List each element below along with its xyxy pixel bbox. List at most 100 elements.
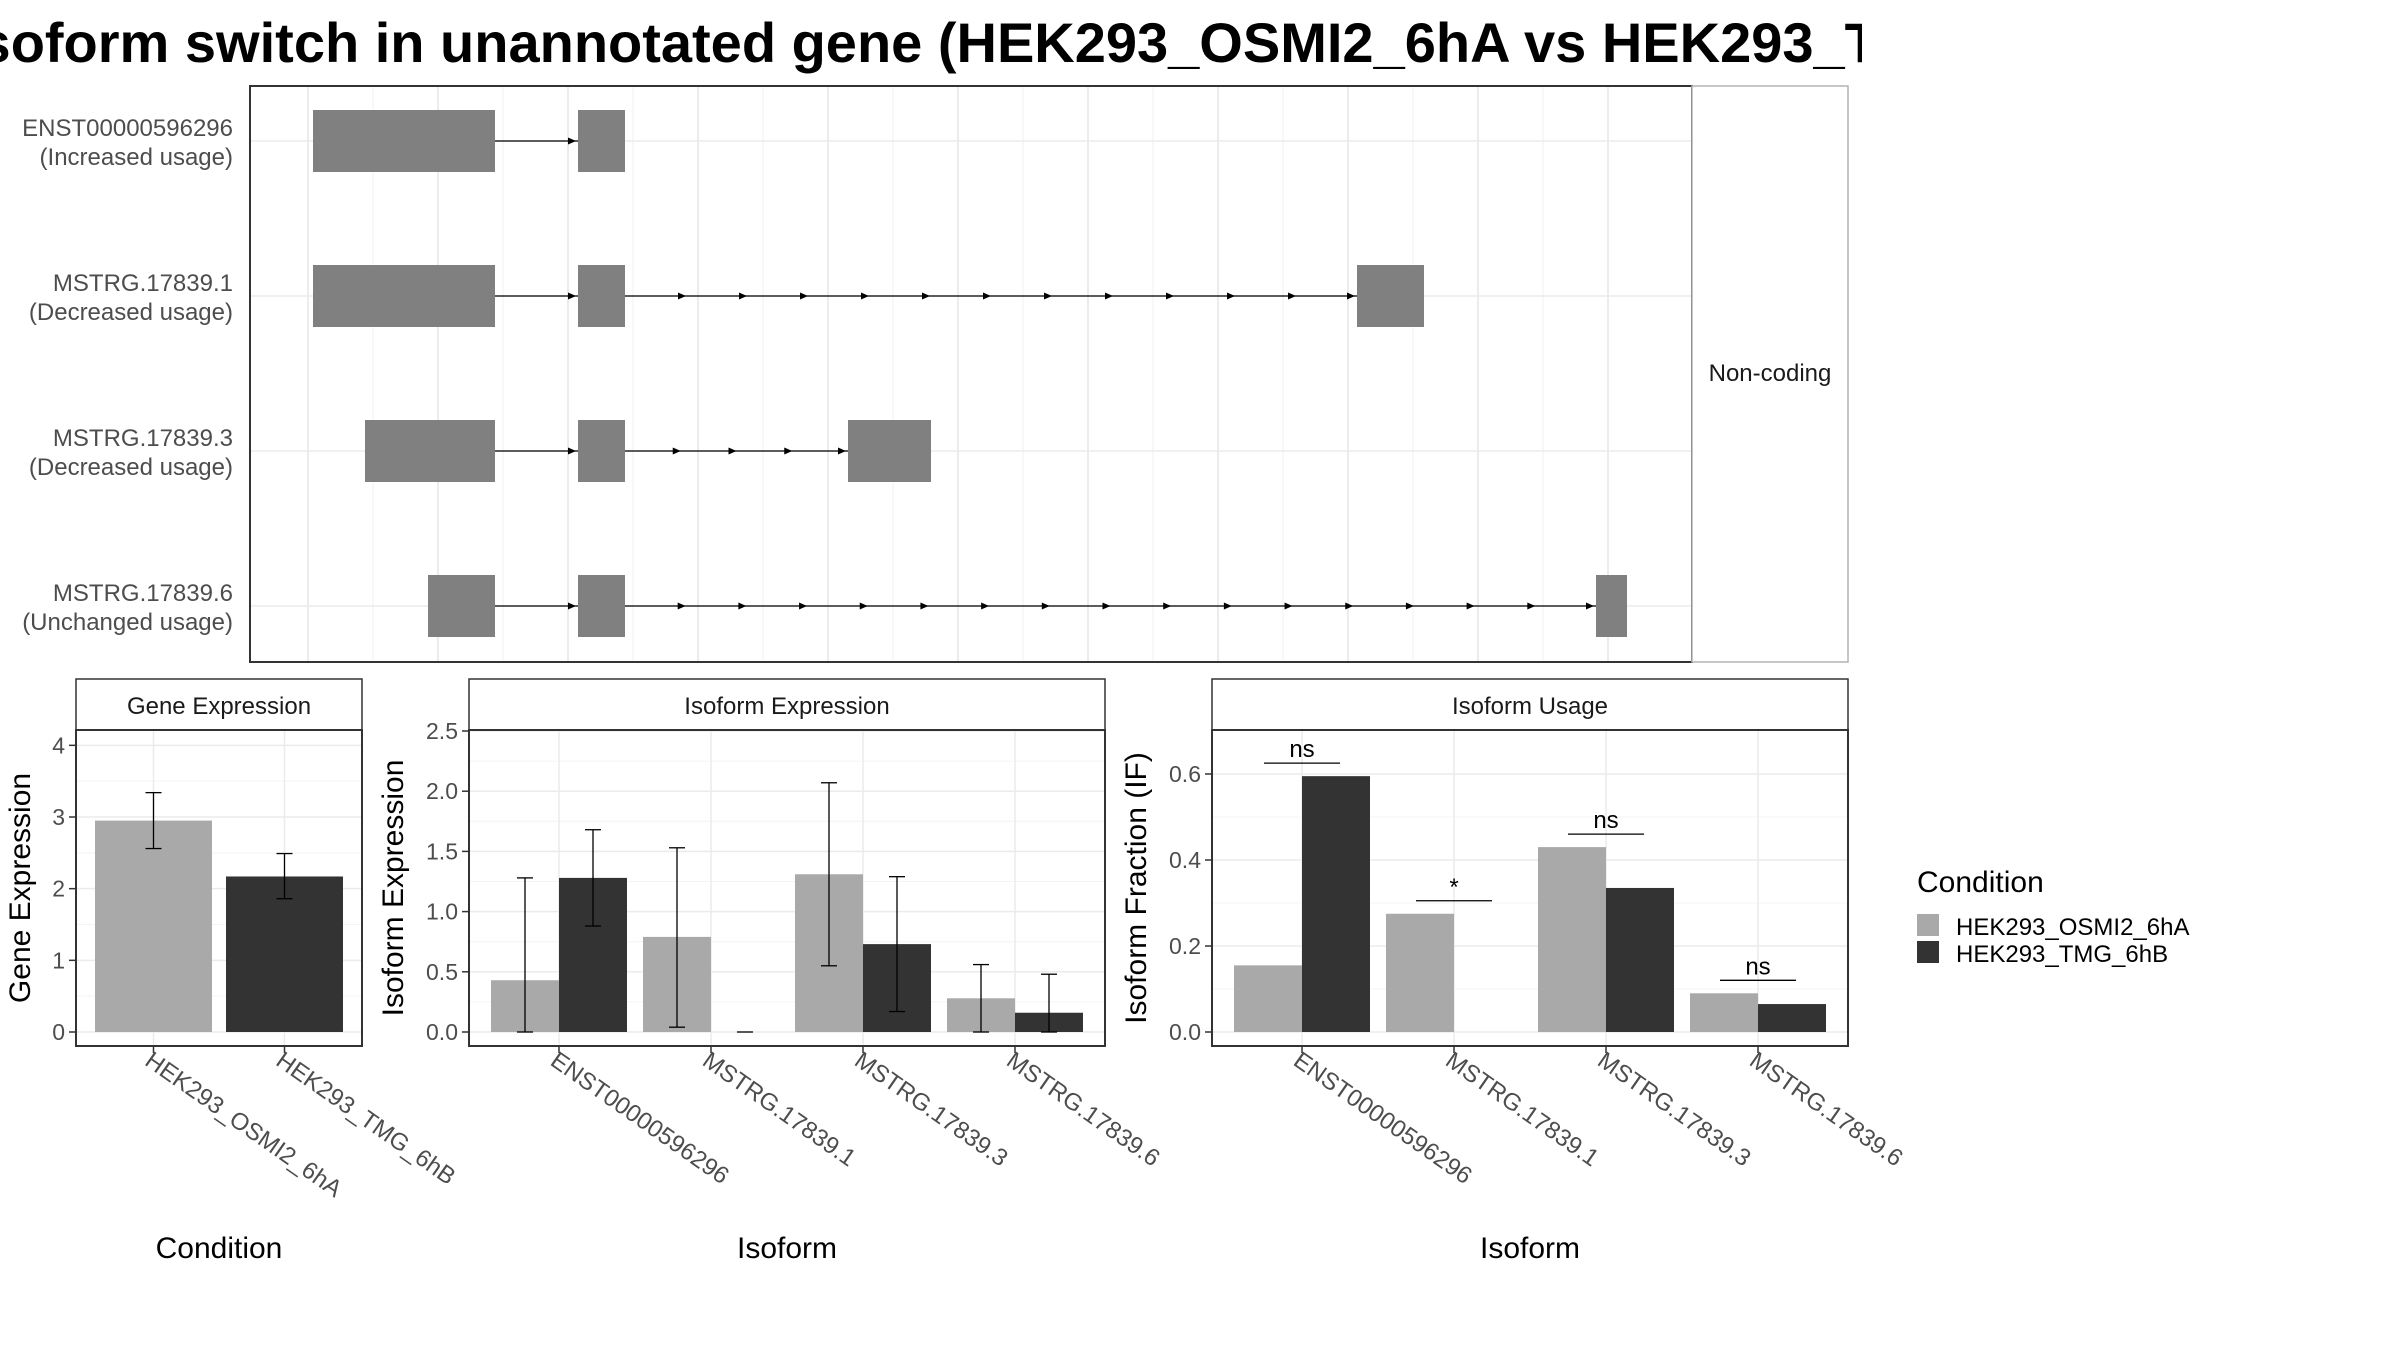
y-tick-label: 1.5 (426, 838, 458, 864)
intron-arrow (739, 292, 747, 300)
transcript-label: MSTRG.17839.1 (53, 270, 233, 297)
intron-arrow (1166, 292, 1174, 300)
intron-arrow (1041, 602, 1050, 610)
gene-expression-strip (75, 678, 363, 731)
intron-arrow (1586, 602, 1594, 610)
exon-box (365, 420, 495, 482)
y-tick-label: 2 (52, 876, 65, 902)
significance-label: ns (1745, 953, 1770, 980)
x-tick-label: MSTRG.17839.1 (1441, 1047, 1604, 1172)
isoform-expression-bars (491, 782, 1083, 1033)
intron-arrow (1405, 602, 1414, 610)
intron-arrow (1466, 602, 1475, 610)
exon-box (578, 420, 625, 482)
bar (1758, 1004, 1826, 1032)
isoform-usage-x-ticks: ENST00000596296MSTRG.17839.1MSTRG.17839.… (1289, 1046, 1908, 1190)
x-tick-label: MSTRG.17839.3 (850, 1047, 1013, 1172)
y-tick-label: 3 (52, 804, 65, 830)
isoform-expression-title: Isoform Expression (684, 693, 889, 720)
y-tick-label: 0.6 (1169, 761, 1201, 787)
y-tick-label: 4 (52, 732, 65, 758)
intron-arrow (1227, 292, 1235, 300)
intron-arrow (1527, 602, 1536, 610)
bar (95, 820, 212, 1032)
intron-arrow (1044, 292, 1052, 300)
bar (1606, 887, 1674, 1032)
legend-title: Condition (1917, 866, 2044, 899)
structure-tracks (313, 110, 1627, 637)
transcript-usage: (Decreased usage) (29, 299, 233, 326)
intron-arrow (1284, 602, 1293, 610)
intron-arrow (568, 447, 576, 455)
intron-arrow (1345, 602, 1354, 610)
intron-arrow (728, 447, 737, 455)
y-tick-label: 0.0 (1169, 1019, 1201, 1045)
intron-arrow (1347, 292, 1355, 300)
plot-title: Isoform switch in unannotated gene (HEK2… (0, 11, 1862, 74)
y-tick-label: 2.0 (426, 778, 458, 804)
gene-expression-y-ticks: 0 1 2 3 4 (52, 732, 76, 1045)
gene-expression-x-title: Condition (156, 1232, 283, 1265)
plot-title-container: Isoform switch in unannotated gene (HEK2… (0, 0, 1862, 82)
significance-label: ns (1593, 807, 1618, 834)
legend-swatch-osmi2 (1917, 914, 1939, 936)
isoform-usage-title: Isoform Usage (1452, 693, 1608, 720)
isoform-usage-x-title: Isoform (1480, 1232, 1580, 1265)
gene-expression-title: Gene Expression (127, 693, 311, 720)
intron-arrow (920, 602, 929, 610)
intron-arrow (981, 602, 990, 610)
exon-box (578, 110, 625, 172)
intron-arrow (861, 292, 869, 300)
structure-strip-label: Non-coding (1709, 360, 1832, 387)
isoform-usage-bars: ns * ns ns (1234, 736, 1826, 1032)
intron-arrow (983, 292, 991, 300)
intron-arrow (859, 602, 868, 610)
intron-arrow (1288, 292, 1296, 300)
isoform-usage-y-ticks: 0.0 0.2 0.4 0.6 (1169, 761, 1212, 1045)
y-tick-label: 1 (52, 947, 65, 973)
isoform-expression-y-title: Isoform Expression (377, 760, 410, 1017)
isoform-usage-y-title: Isoform Fraction (IF) (1120, 752, 1153, 1024)
significance-label: ns (1289, 736, 1314, 763)
intron-arrow (677, 602, 686, 610)
y-tick-label: 0.4 (1169, 847, 1201, 873)
isoform-usage-strip (1211, 678, 1849, 731)
transcript-label: MSTRG.17839.6 (53, 580, 233, 607)
y-tick-label: 0.0 (426, 1019, 458, 1045)
intron-arrow (1105, 292, 1113, 300)
structure-gridlines (251, 87, 1691, 661)
y-tick-label: 2.5 (426, 718, 458, 744)
intron-arrow (838, 447, 846, 455)
legend-swatch-tmg (1917, 941, 1939, 963)
y-tick-label: 0.5 (426, 959, 458, 985)
x-tick-label: MSTRG.17839.6 (1002, 1047, 1165, 1172)
structure-panel (249, 85, 1693, 663)
intron-arrow (568, 137, 576, 145)
isoform-expression-x-ticks: ENST00000596296MSTRG.17839.1MSTRG.17839.… (546, 1046, 1165, 1190)
transcript-label: ENST00000596296 (22, 115, 233, 142)
isoform-expression-frame (468, 729, 1106, 1047)
x-tick-label: MSTRG.17839.3 (1593, 1047, 1756, 1172)
intron-arrow (738, 602, 747, 610)
exon-box (848, 420, 931, 482)
transcript-usage: (Unchanged usage) (22, 609, 233, 636)
legend-label-tmg: HEK293_TMG_6hB (1956, 941, 2168, 968)
transcript-usage: (Increased usage) (40, 144, 233, 171)
isoform-expression-x-title: Isoform (737, 1232, 837, 1265)
bar (1386, 913, 1454, 1032)
transcript-label: MSTRG.17839.3 (53, 425, 233, 452)
exon-box (1357, 265, 1424, 327)
exon-box (313, 265, 495, 327)
y-tick-label: 0 (52, 1019, 65, 1045)
intron-arrow (799, 602, 808, 610)
gene-expression-y-title: Gene Expression (4, 773, 37, 1003)
gene-expression-bars (95, 791, 343, 1032)
exon-box (578, 265, 625, 327)
bar (1302, 776, 1370, 1032)
intron-arrow (922, 292, 930, 300)
bar (1690, 993, 1758, 1032)
intron-arrow (1223, 602, 1232, 610)
y-tick-label: 1.0 (426, 899, 458, 925)
x-tick-label: MSTRG.17839.6 (1745, 1047, 1908, 1172)
